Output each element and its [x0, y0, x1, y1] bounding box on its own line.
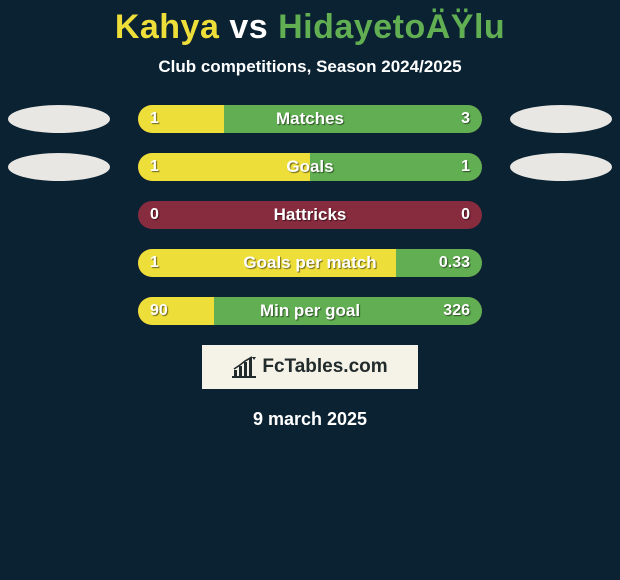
ellipse-spacer — [510, 249, 612, 277]
stat-row: 00Hattricks — [0, 201, 620, 229]
brand-badge: FcTables.com — [202, 345, 418, 389]
page-title: Kahya vs HidayetoÄŸlu — [0, 8, 620, 47]
stat-row: 11Goals — [0, 153, 620, 181]
stat-rows: 13Matches 11Goals 00Hattricks 10.33Goals pe… — [0, 105, 620, 325]
stat-bar: 11Goals — [138, 153, 482, 181]
stat-row: 13Matches — [0, 105, 620, 133]
stat-bar: 90326Min per goal — [138, 297, 482, 325]
stat-label: Goals — [138, 153, 482, 181]
stat-label: Min per goal — [138, 297, 482, 325]
title-player1: Kahya — [115, 8, 220, 46]
stat-row: 10.33Goals per match — [0, 249, 620, 277]
stat-bar: 10.33Goals per match — [138, 249, 482, 277]
team-ellipse-left — [8, 105, 110, 133]
title-player2: HidayetoÄŸlu — [278, 8, 505, 46]
stat-label: Matches — [138, 105, 482, 133]
team-ellipse-right — [510, 105, 612, 133]
ellipse-spacer — [8, 249, 110, 277]
ellipse-spacer — [8, 297, 110, 325]
ellipse-spacer — [510, 297, 612, 325]
ellipse-spacer — [510, 201, 612, 229]
comparison-infographic: Kahya vs HidayetoÄŸlu Club competitions,… — [0, 0, 620, 430]
ellipse-spacer — [8, 201, 110, 229]
stat-label: Goals per match — [138, 249, 482, 277]
team-ellipse-right — [510, 153, 612, 181]
subtitle: Club competitions, Season 2024/2025 — [0, 57, 620, 77]
chart-icon — [232, 356, 258, 378]
brand-text: FcTables.com — [262, 356, 387, 378]
team-ellipse-left — [8, 153, 110, 181]
title-vs: vs — [229, 8, 268, 46]
stat-label: Hattricks — [138, 201, 482, 229]
stat-bar: 00Hattricks — [138, 201, 482, 229]
stat-bar: 13Matches — [138, 105, 482, 133]
stat-row: 90326Min per goal — [0, 297, 620, 325]
date-label: 9 march 2025 — [0, 409, 620, 430]
